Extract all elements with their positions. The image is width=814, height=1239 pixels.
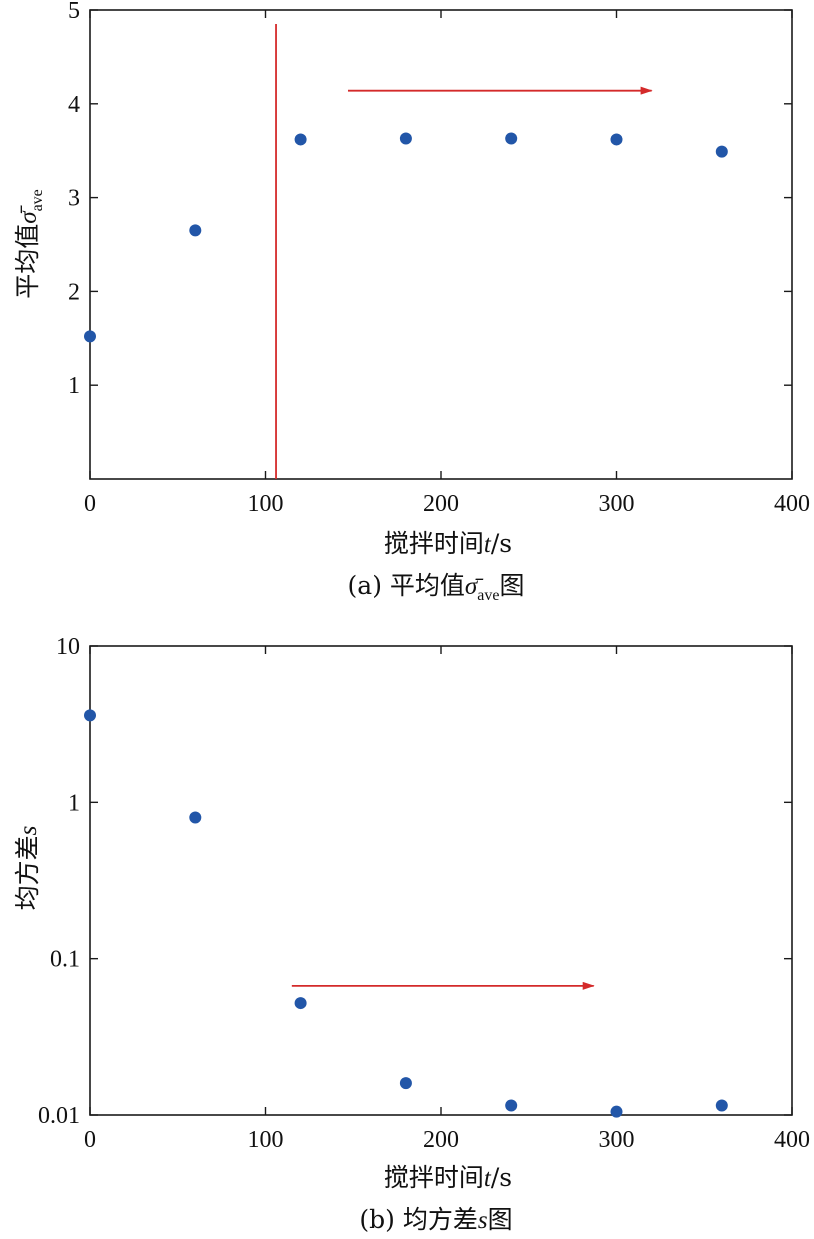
data-point <box>189 811 202 824</box>
caption-b: (b) 均方差s图 <box>359 1205 512 1234</box>
annotations-a <box>275 24 653 479</box>
y-tick-label: 2 <box>68 279 80 305</box>
x-tick-label: 300 <box>599 491 635 517</box>
data-point <box>715 145 728 158</box>
x-axis-label-a: 搅拌时间t/s <box>384 529 512 558</box>
data-point <box>610 1105 623 1118</box>
data-point <box>189 224 202 237</box>
y-axis-label-a: 平均值σ̄ave <box>13 189 46 299</box>
x-tick-label: 100 <box>248 1127 284 1153</box>
data-points-b <box>84 709 728 1118</box>
tick-marks-b <box>89 645 793 1116</box>
data-point <box>84 330 96 343</box>
plot-frame-a <box>89 9 793 480</box>
data-point <box>715 1099 728 1112</box>
y-tick-label: 5 <box>68 0 80 24</box>
data-point <box>294 997 307 1010</box>
x-tick-label: 300 <box>599 1127 635 1153</box>
x-tick-label: 400 <box>774 1127 810 1153</box>
tick-labels-a: 0 100 200 300 400 1 2 3 4 5 <box>68 0 810 517</box>
data-point <box>610 133 623 146</box>
y-tick-label: 1 <box>68 373 80 399</box>
tick-marks-a <box>89 9 793 479</box>
panel-b-std-chart: 0 100 200 300 400 0.01 0.1 1 10 均方差s 搅拌时间t/s (b)… <box>13 634 810 1234</box>
data-point <box>505 1099 518 1112</box>
y-tick-label: 1 <box>68 790 80 816</box>
data-point <box>294 133 307 146</box>
data-point <box>84 709 96 722</box>
y-tick-label: 0.01 <box>38 1103 80 1129</box>
y-tick-label: 10 <box>56 634 80 660</box>
x-tick-label: 400 <box>774 491 810 517</box>
x-tick-label: 200 <box>423 1127 459 1153</box>
x-tick-label: 0 <box>84 1127 96 1153</box>
data-points-a <box>84 132 728 343</box>
y-tick-label: 0.1 <box>50 947 80 973</box>
panel-a-mean-chart: 0 100 200 300 400 1 2 3 4 5 平均值σ̄ave 搅拌时间t/s (a) … <box>13 0 810 604</box>
x-tick-label: 200 <box>423 491 459 517</box>
y-axis-label-b: 均方差s <box>13 826 42 911</box>
x-tick-label: 0 <box>84 491 96 517</box>
x-tick-label: 100 <box>248 491 284 517</box>
caption-a: (a) 平均值σ̄ave图 <box>348 571 525 604</box>
data-point <box>505 132 518 145</box>
plot-frame-b <box>89 645 793 1116</box>
x-axis-label-b: 搅拌时间t/s <box>384 1163 512 1192</box>
data-point <box>399 1077 412 1090</box>
y-tick-label: 3 <box>68 186 80 212</box>
data-point <box>399 132 412 145</box>
y-tick-label: 4 <box>68 92 80 118</box>
tick-labels-b: 0 100 200 300 400 0.01 0.1 1 10 <box>38 634 810 1153</box>
